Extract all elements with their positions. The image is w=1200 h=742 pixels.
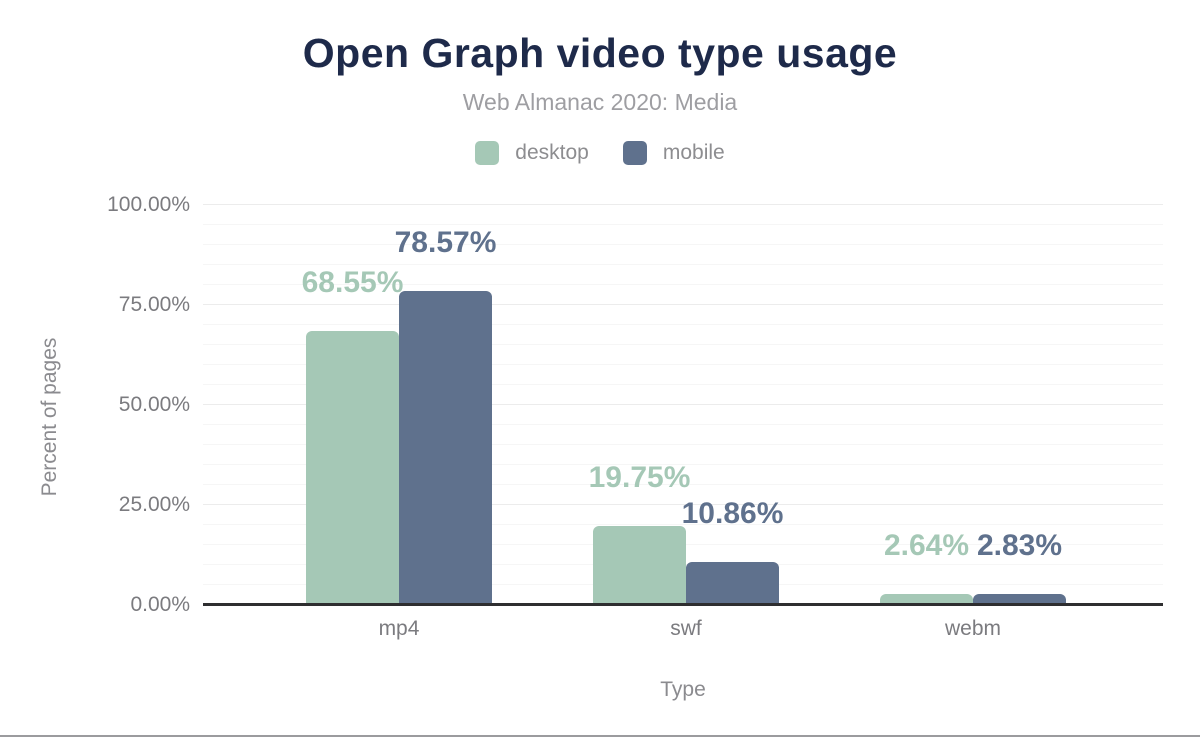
gridline-60 [203, 364, 1163, 365]
gridline-25 [203, 504, 1163, 505]
desktop-swatch-icon [475, 141, 500, 165]
gridline-100 [203, 204, 1163, 205]
bar-mobile-swf [686, 561, 779, 605]
y-tick-100: 100.00% [107, 193, 190, 216]
bar-desktop-mp4 [306, 330, 399, 605]
y-tick-75: 75.00% [118, 293, 190, 316]
x-axis-line [203, 603, 1163, 606]
value-label-desktop-webm: 2.64% [883, 529, 970, 563]
gridline-55 [203, 384, 1163, 385]
legend-item-mobile: mobile [622, 141, 725, 165]
value-label-mobile-webm: 2.83% [976, 528, 1063, 562]
gridline-35 [203, 464, 1163, 465]
legend-item-desktop: desktop [475, 141, 589, 165]
mobile-swatch-icon [622, 141, 647, 165]
gridline-45 [203, 424, 1163, 425]
x-axis-title: Type [660, 678, 706, 701]
gridline-20 [203, 524, 1163, 525]
bar-mobile-webm [973, 593, 1066, 605]
y-tick-0: 0.00% [130, 593, 190, 616]
gridline-40 [203, 444, 1163, 445]
gridline-65 [203, 344, 1163, 345]
x-tick-mp4: mp4 [378, 617, 420, 640]
footer-divider [0, 735, 1200, 737]
chart-title: Open Graph video type usage [302, 30, 898, 76]
y-tick-25: 25.00% [118, 493, 190, 516]
gridline-75 [203, 304, 1163, 305]
gridline-50 [203, 404, 1163, 405]
legend-label-desktop: desktop [515, 141, 589, 164]
value-label-mobile-mp4: 78.57% [394, 225, 497, 259]
bar-desktop-webm [880, 594, 973, 605]
gridline-30 [203, 484, 1163, 485]
value-label-mobile-swf: 10.86% [681, 496, 784, 530]
gridline-85 [203, 264, 1163, 265]
bar-mobile-mp4 [399, 290, 492, 605]
value-label-desktop-swf: 19.75% [588, 461, 691, 494]
value-label-desktop-mp4: 68.55% [301, 265, 404, 299]
y-tick-50: 50.00% [118, 393, 190, 416]
x-tick-webm: webm [944, 617, 1002, 640]
legend-label-mobile: mobile [662, 141, 725, 164]
legend: desktop mobile [0, 141, 1200, 165]
bar-desktop-swf [593, 526, 686, 605]
gridline-70 [203, 324, 1163, 325]
x-tick-swf: swf [670, 617, 702, 640]
gridline-95 [203, 224, 1163, 225]
gridline-80 [203, 284, 1163, 285]
plot-area: 68.55% 19.75% 2.64% 78.57% 10.86% 2.83% [203, 204, 1163, 606]
gridline-90 [203, 244, 1163, 245]
chart-subtitle: Web Almanac 2020: Media [462, 89, 738, 115]
